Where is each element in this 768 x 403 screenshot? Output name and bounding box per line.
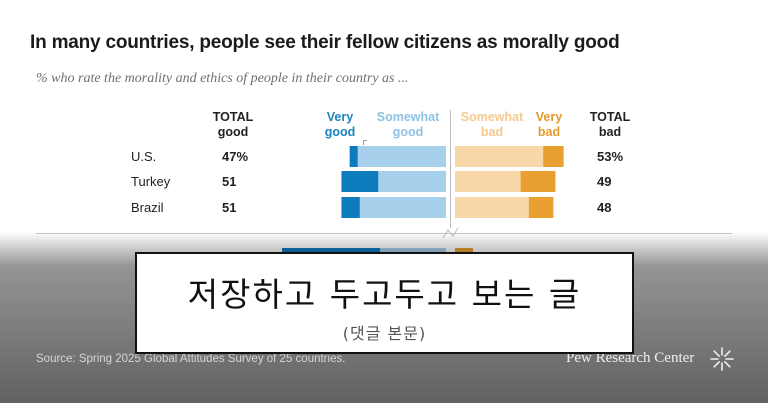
header-total-bad-line1: TOTAL [589, 110, 631, 124]
total-good-value-turkey: 51 [222, 174, 237, 189]
country-label-brazil: Brazil [131, 200, 164, 215]
country-label-turkey: Turkey [131, 174, 171, 189]
chart-subtitle: % who rate the morality and ethics of pe… [36, 71, 409, 86]
source-note: Source: Spring 2025 Global Attitudes Sur… [36, 353, 346, 365]
pew-logo-text: Pew Research Center [566, 350, 695, 366]
bar-very-good-turkey [341, 171, 379, 192]
header-very-good: Very good [318, 110, 362, 140]
bar-somewhat-bad-us [455, 146, 544, 167]
total-bad-value-us: 53% [597, 149, 624, 164]
header-somewhat-bad-line1: Somewhat [460, 110, 524, 124]
header-somewhat-bad: Somewhat bad [452, 110, 532, 140]
header-somewhat-bad-line2: bad [480, 125, 504, 139]
caption-main-text: 저장하고 두고두고 보는 글 [187, 275, 582, 314]
bar-very-good-us [349, 146, 358, 167]
bar-somewhat-good-brazil [359, 197, 446, 218]
bar-somewhat-bad-brazil [455, 197, 529, 218]
caption-sub-text: (댓글 본문) [342, 324, 427, 343]
chart-title: In many countries, people see their fell… [30, 32, 620, 53]
total-good-value-brazil: 51 [222, 200, 237, 215]
country-label-us: U.S. [131, 149, 157, 164]
header-total-good-line2: good [217, 125, 249, 139]
total-bad-value-turkey: 49 [597, 174, 612, 189]
bar-somewhat-good-us [357, 146, 446, 167]
header-total-bad: TOTAL bad [584, 110, 636, 140]
header-somewhat-good-line1: Somewhat [376, 110, 440, 124]
header-total-bad-line2: bad [598, 125, 622, 139]
caption-box: 저장하고 두고두고 보는 글 (댓글 본문) [135, 252, 634, 354]
header-somewhat-good-line2: good [392, 125, 424, 139]
header-very-bad-line2: bad [537, 125, 561, 139]
header-total-good: TOTAL good [207, 110, 259, 140]
header-very-good-line2: good [324, 125, 356, 139]
very-good-leader-tick [363, 140, 367, 145]
bar-very-bad-brazil [528, 197, 554, 218]
total-bad-value-brazil: 48 [597, 200, 612, 215]
bar-very-bad-us [543, 146, 564, 167]
header-somewhat-good: Somewhat good [368, 110, 448, 140]
bar-somewhat-good-turkey [378, 171, 446, 192]
header-very-good-line1: Very [326, 110, 354, 124]
bar-very-good-brazil [341, 197, 360, 218]
bar-very-bad-turkey [520, 171, 556, 192]
pew-sunburst-icon [710, 347, 734, 371]
header-total-good-line1: TOTAL [212, 110, 254, 124]
header-very-bad-line1: Very [535, 110, 563, 124]
bar-somewhat-bad-turkey [455, 171, 521, 192]
header-very-bad: Very bad [527, 110, 571, 140]
total-good-value-us: 47% [222, 149, 249, 164]
